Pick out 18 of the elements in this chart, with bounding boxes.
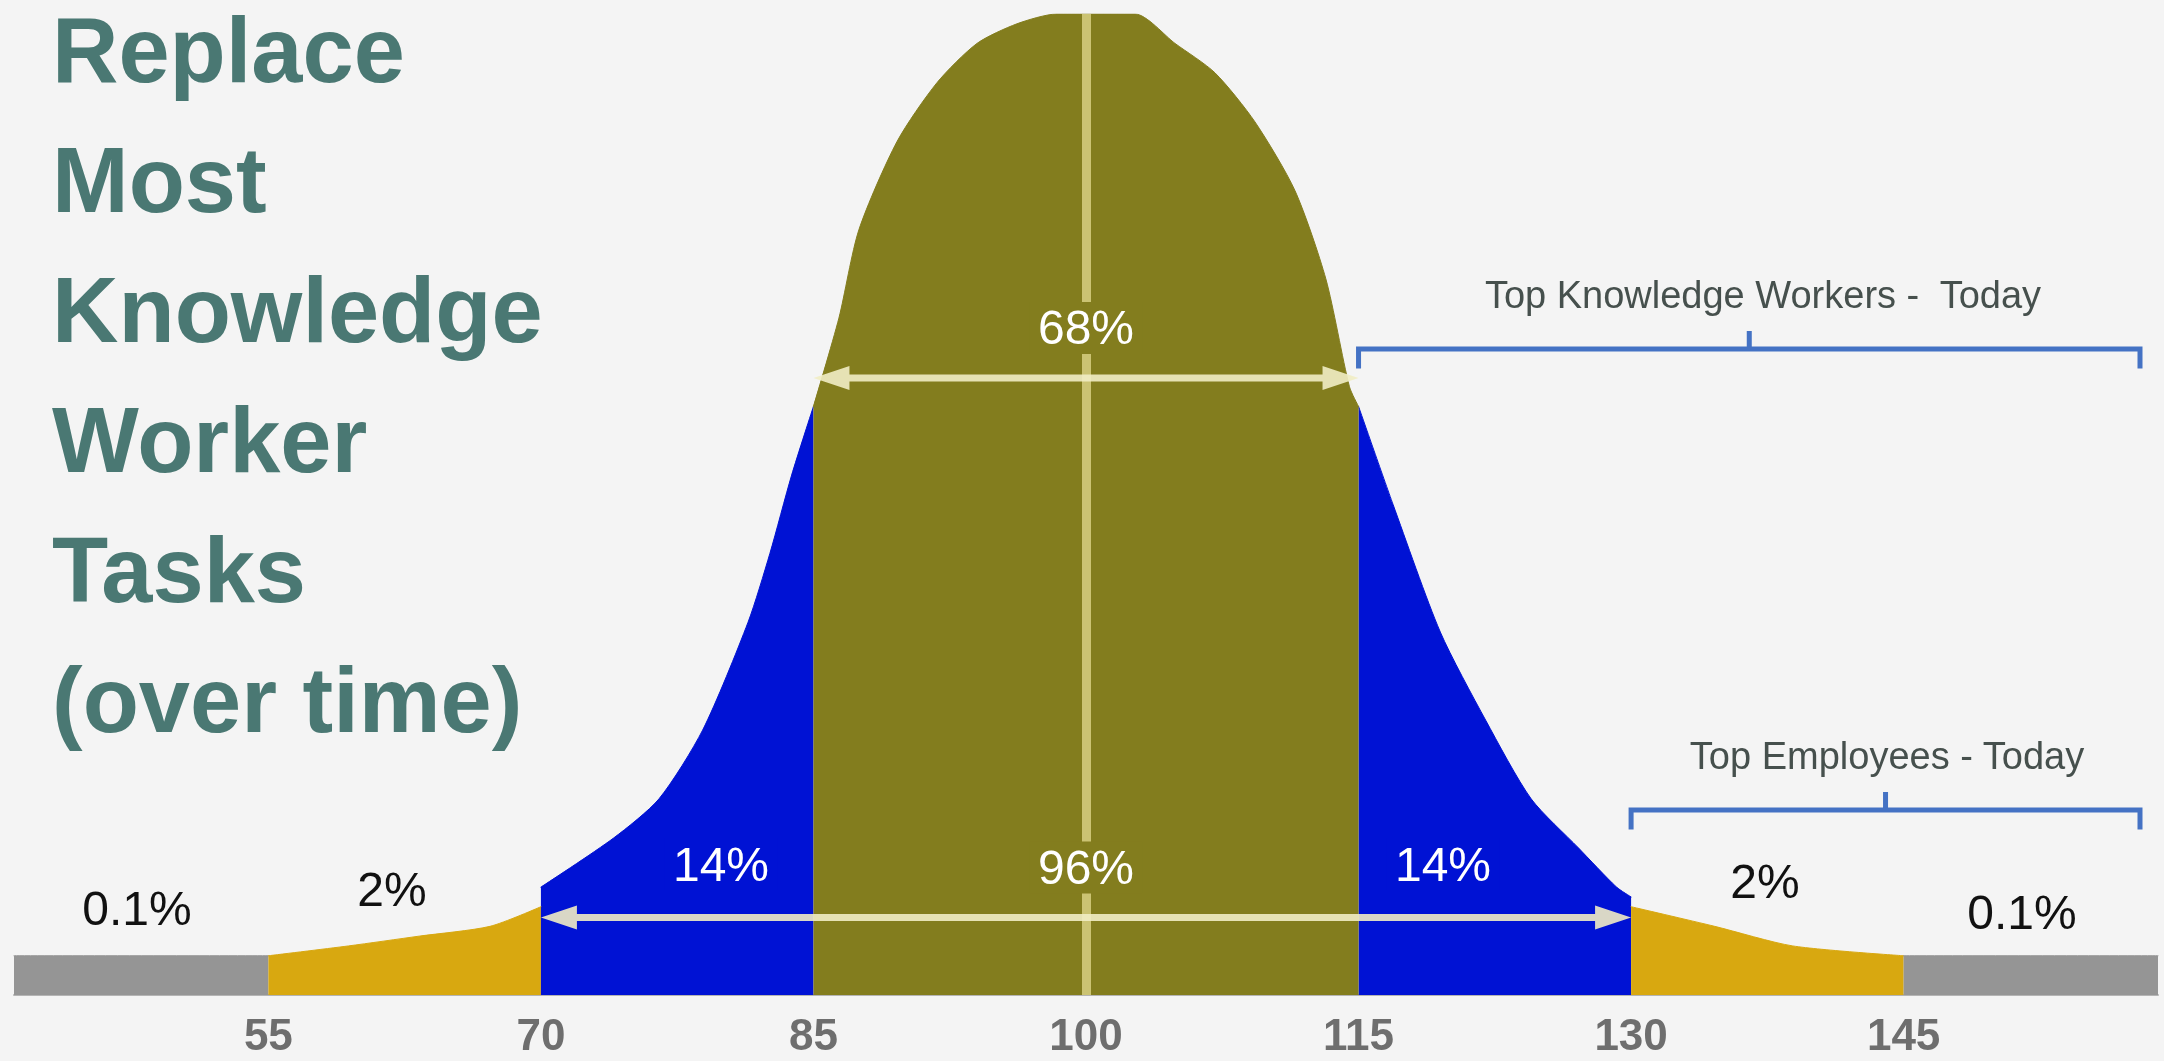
- x-tick-label: 115: [1323, 1009, 1395, 1059]
- annotation: 0.1%: [1967, 885, 2077, 939]
- annotation: Top Knowledge Workers - Today: [1484, 274, 2042, 316]
- annotation: 2%: [357, 862, 427, 916]
- x-tick-label: 55: [243, 1009, 293, 1059]
- x-tick-label: 145: [1866, 1009, 1941, 1059]
- x-tick-label: 100: [1049, 1009, 1123, 1059]
- x-tick-label: 130: [1594, 1009, 1668, 1059]
- annotation: Top Employees - Today: [1689, 735, 2085, 777]
- annotation: 68%: [1037, 301, 1135, 355]
- annotation: 14%: [672, 837, 770, 891]
- annotation: 14%: [1394, 837, 1492, 891]
- annotation: 96%: [1037, 840, 1135, 894]
- x-tick-label: 85: [788, 1009, 838, 1059]
- annotation: 0.1%: [82, 881, 192, 935]
- text: Replace Most Knowledge Worker Tasks (over time): [52, 0, 544, 753]
- x-tick-label: 70: [516, 1009, 566, 1059]
- annotation: 2%: [1730, 854, 1800, 908]
